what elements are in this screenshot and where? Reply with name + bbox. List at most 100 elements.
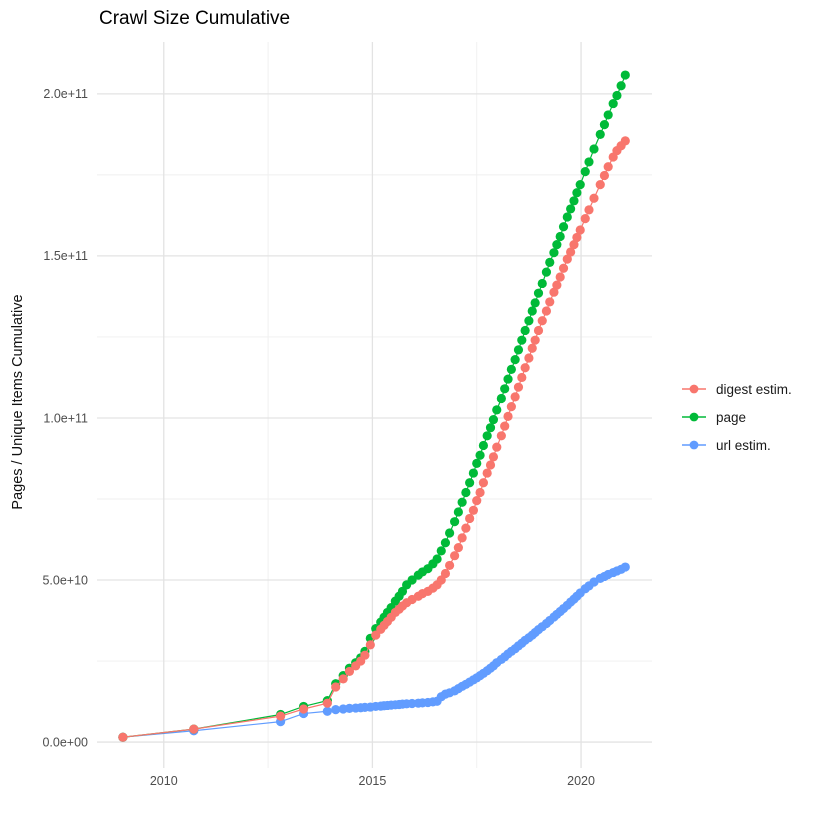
data-point (322, 706, 332, 716)
data-point (555, 231, 565, 242)
data-point (533, 288, 544, 298)
data-point (189, 724, 199, 734)
data-point (524, 316, 534, 326)
data-point (558, 222, 569, 232)
data-point (572, 232, 582, 243)
data-point (549, 248, 559, 258)
data-point (500, 421, 510, 431)
data-point (440, 538, 451, 548)
data-point (620, 136, 630, 146)
data-point (432, 554, 442, 564)
data-point (478, 440, 489, 451)
data-point (562, 212, 572, 222)
data-point (584, 205, 594, 215)
legend-item-page: page (681, 408, 792, 426)
data-point (496, 393, 506, 404)
data-point (485, 423, 496, 433)
data-point (488, 414, 499, 425)
legend-item-label: url estim. (716, 437, 771, 453)
data-point (118, 732, 128, 742)
data-point (465, 513, 475, 524)
data-point (475, 487, 485, 498)
svg-text:1.0e+11: 1.0e+11 (43, 411, 88, 425)
y-axis-title: Pages / Unique Items Cumulative (10, 294, 26, 510)
data-point (584, 157, 594, 167)
data-point (276, 711, 286, 721)
series-digest-estim (118, 136, 630, 742)
legend-item-label: page (716, 409, 747, 425)
data-point (599, 170, 610, 181)
data-point (457, 533, 467, 543)
svg-text:2020: 2020 (567, 774, 595, 788)
data-point (468, 468, 478, 478)
data-point (344, 666, 355, 677)
data-point (527, 306, 537, 316)
data-point (616, 81, 626, 91)
legend-item-label: digest estim. (716, 381, 792, 397)
y-tick-labels: 0.0e+00 5.0e+10 1.0e+11 1.5e+11 2.0e+11 (42, 87, 88, 749)
data-point (527, 343, 537, 353)
data-point (566, 247, 576, 257)
data-point (517, 335, 527, 345)
data-point (530, 298, 540, 308)
data-point (589, 193, 599, 203)
data-point (524, 353, 534, 363)
data-point (496, 431, 506, 441)
data-point (482, 431, 492, 441)
data-point (482, 468, 492, 478)
data-point (599, 120, 610, 130)
data-point (298, 704, 309, 714)
data-point (503, 411, 513, 421)
data-point (541, 306, 552, 316)
data-point (453, 507, 463, 517)
data-point (503, 374, 513, 384)
data-point (472, 458, 482, 468)
chart-title: Crawl Size Cumulative (99, 8, 291, 29)
data-point (620, 562, 630, 572)
data-point (580, 167, 590, 177)
data-point (472, 496, 482, 506)
svg-text:2010: 2010 (150, 774, 178, 788)
legend-key-icon (682, 384, 706, 394)
legend: digest estim. page url estim. (681, 380, 792, 464)
data-point (541, 267, 552, 277)
data-point (450, 517, 460, 527)
data-point (488, 452, 499, 462)
data-point (520, 325, 530, 336)
data-point (595, 180, 605, 190)
data-point (492, 442, 502, 452)
data-point (552, 280, 562, 290)
data-point (569, 196, 579, 206)
data-point (510, 392, 520, 402)
legend-key-icon (682, 412, 706, 422)
data-point (440, 568, 451, 579)
data-point (500, 384, 510, 394)
data-point (465, 478, 475, 488)
data-point (436, 546, 446, 556)
svg-text:1.5e+11: 1.5e+11 (43, 249, 88, 263)
data-point (331, 705, 341, 715)
data-point (331, 682, 341, 692)
data-point (445, 560, 455, 571)
legend-item-url-estim: url estim. (681, 436, 792, 454)
data-point (603, 110, 613, 120)
data-point (575, 225, 585, 235)
series-url-estim (118, 562, 630, 742)
svg-text:0.0e+00: 0.0e+00 (42, 735, 88, 749)
data-point (620, 70, 630, 80)
data-point (468, 505, 478, 515)
data-point (612, 90, 622, 101)
data-point (475, 450, 485, 460)
data-point (338, 674, 348, 684)
data-point (450, 551, 460, 561)
data-point (555, 272, 565, 282)
data-point (562, 254, 572, 264)
data-point (513, 382, 524, 392)
data-point (492, 405, 502, 415)
data-point (530, 335, 540, 345)
data-point (457, 497, 467, 507)
series-page (118, 70, 630, 742)
svg-text:2015: 2015 (359, 774, 387, 788)
